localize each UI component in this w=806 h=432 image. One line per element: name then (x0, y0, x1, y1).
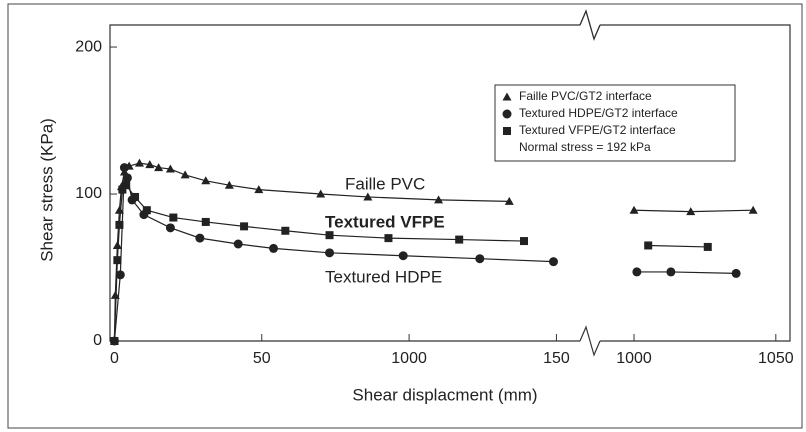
legend-note: Normal stress = 192 kPa (519, 140, 651, 154)
annotation: Faille PVC (345, 174, 425, 193)
legend-marker (502, 109, 512, 119)
x-tick-label: 1000 (616, 350, 652, 367)
marker (154, 163, 164, 172)
marker (115, 270, 125, 280)
series-line (113, 184, 708, 342)
y-axis-label: Shear stress (KPa) (37, 118, 56, 262)
axis-break (579, 325, 601, 357)
x-tick-label: 1000 (391, 350, 427, 367)
marker (548, 257, 558, 267)
marker (269, 243, 279, 253)
marker (316, 189, 326, 198)
marker (520, 237, 529, 246)
marker (112, 240, 122, 249)
marker (119, 163, 129, 173)
marker (240, 222, 249, 231)
marker (169, 213, 178, 222)
legend-label: Faille PVC/GT2 interface (519, 89, 652, 103)
marker (110, 290, 120, 299)
marker (165, 164, 175, 173)
marker (475, 254, 485, 264)
marker (325, 231, 334, 240)
series-line (113, 167, 737, 342)
marker (363, 192, 373, 201)
marker (629, 205, 639, 214)
legend-label: Textured VFPE/GT2 interface (519, 123, 676, 137)
legend-marker (502, 92, 512, 101)
marker (384, 234, 393, 243)
marker (201, 176, 211, 185)
marker (254, 185, 264, 194)
marker (142, 206, 151, 215)
marker (644, 241, 653, 250)
axis-break (579, 9, 601, 41)
x-axis-label: Shear displacment (mm) (352, 385, 537, 404)
series-line (113, 162, 754, 342)
marker (201, 217, 210, 226)
marker (233, 239, 243, 249)
marker (632, 267, 642, 277)
marker (686, 207, 696, 216)
marker (118, 185, 127, 194)
marker (114, 205, 124, 214)
x-tick-label: 50 (253, 350, 271, 367)
marker (703, 242, 712, 251)
marker (145, 160, 155, 169)
legend-marker (503, 127, 511, 135)
x-tick-label: 1050 (758, 350, 794, 367)
axis (109, 24, 791, 342)
marker (455, 235, 464, 244)
y-tick-label: 100 (75, 185, 102, 202)
marker (110, 337, 119, 345)
marker (165, 223, 175, 233)
marker (434, 195, 444, 204)
legend-box (494, 84, 736, 162)
marker (113, 256, 122, 265)
marker (666, 267, 676, 277)
marker (122, 173, 132, 183)
frame (7, 3, 803, 429)
x-tick-label: 150 (543, 350, 570, 367)
x-tick-label: 0 (110, 350, 119, 367)
marker (131, 192, 140, 201)
y-tick-label: 200 (75, 38, 102, 55)
marker (748, 205, 758, 214)
marker (195, 233, 205, 243)
marker (115, 220, 124, 229)
legend-label: Textured HDPE/GT2 interface (519, 106, 678, 120)
y-tick-label: 0 (93, 332, 102, 349)
marker (398, 251, 408, 261)
annotation: Textured VFPE (325, 212, 445, 231)
annotation: Textured HDPE (325, 267, 442, 286)
marker (122, 181, 131, 190)
marker (504, 196, 514, 205)
marker (325, 248, 335, 258)
marker (731, 268, 741, 278)
marker (224, 180, 234, 189)
marker (180, 170, 190, 179)
marker (134, 158, 144, 167)
marker (281, 226, 290, 235)
